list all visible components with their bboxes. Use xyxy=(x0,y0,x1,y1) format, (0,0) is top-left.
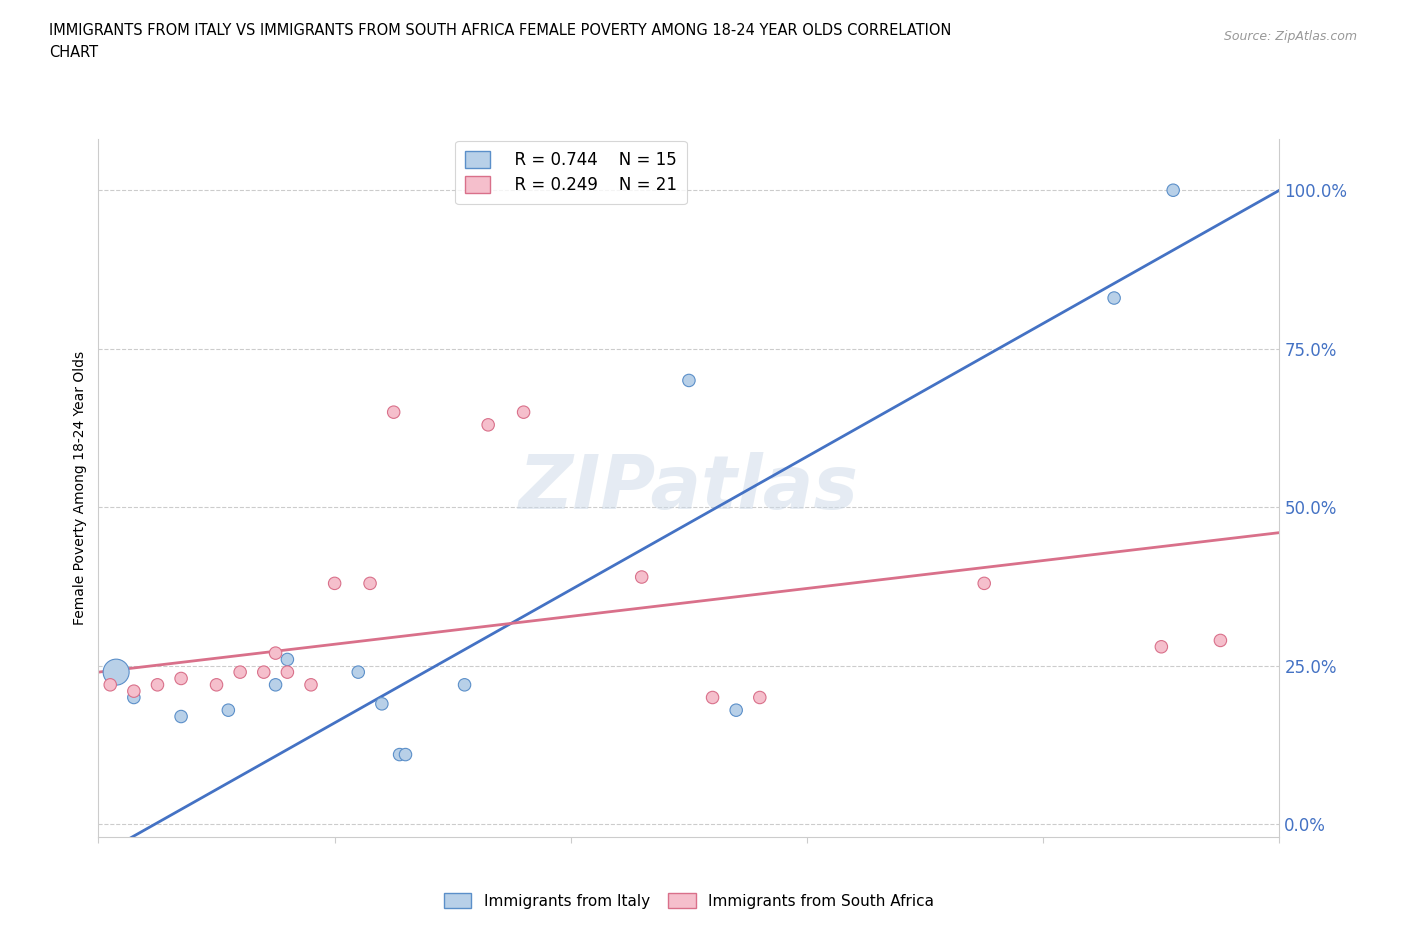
Point xyxy=(122,690,145,705)
Point xyxy=(122,684,145,698)
Point xyxy=(1209,633,1232,648)
Point xyxy=(217,703,239,718)
Point xyxy=(725,703,748,718)
Point xyxy=(205,677,228,692)
Point xyxy=(276,652,298,667)
Legend: Immigrants from Italy, Immigrants from South Africa: Immigrants from Italy, Immigrants from S… xyxy=(437,887,941,915)
Point xyxy=(453,677,475,692)
Point xyxy=(394,747,416,762)
Point xyxy=(1161,183,1184,198)
Point xyxy=(105,665,128,680)
Point xyxy=(973,576,995,591)
Point xyxy=(264,677,287,692)
Point xyxy=(264,645,287,660)
Y-axis label: Female Poverty Among 18-24 Year Olds: Female Poverty Among 18-24 Year Olds xyxy=(73,352,87,625)
Legend:   R = 0.744    N = 15,   R = 0.249    N = 21: R = 0.744 N = 15, R = 0.249 N = 21 xyxy=(456,140,686,204)
Point xyxy=(359,576,381,591)
Point xyxy=(371,697,394,711)
Point xyxy=(347,665,370,680)
Point xyxy=(748,690,770,705)
Point xyxy=(388,747,411,762)
Point xyxy=(630,569,652,584)
Point xyxy=(1102,290,1125,305)
Point xyxy=(253,665,276,680)
Point xyxy=(323,576,346,591)
Point xyxy=(146,677,169,692)
Point xyxy=(170,671,193,686)
Text: Source: ZipAtlas.com: Source: ZipAtlas.com xyxy=(1223,30,1357,43)
Point xyxy=(299,677,322,692)
Text: ZIPatlas: ZIPatlas xyxy=(519,452,859,525)
Point xyxy=(382,405,405,419)
Text: CHART: CHART xyxy=(49,45,98,60)
Point xyxy=(229,665,252,680)
Point xyxy=(512,405,534,419)
Text: IMMIGRANTS FROM ITALY VS IMMIGRANTS FROM SOUTH AFRICA FEMALE POVERTY AMONG 18-24: IMMIGRANTS FROM ITALY VS IMMIGRANTS FROM… xyxy=(49,23,952,38)
Point xyxy=(98,677,121,692)
Point xyxy=(276,665,298,680)
Point xyxy=(702,690,724,705)
Point xyxy=(678,373,700,388)
Point xyxy=(477,418,499,432)
Point xyxy=(1150,639,1173,654)
Point xyxy=(170,709,193,724)
